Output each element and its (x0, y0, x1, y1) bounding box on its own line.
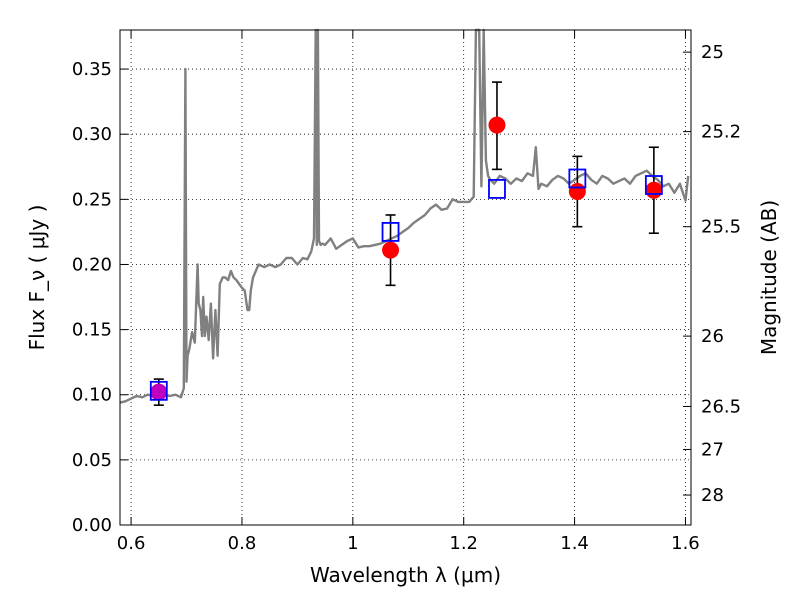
y-tick-label: 0.05 (72, 450, 112, 471)
photometry-point (382, 241, 400, 259)
photometry-point (645, 181, 663, 199)
x-tick-label: 1.4 (560, 533, 589, 554)
x-axis-label: Wavelength λ (μm) (310, 563, 501, 587)
y2-tick-label: 27 (701, 439, 724, 460)
right-axis-ticks: 25 25.2 25.5 26 26.5 27 28 (683, 42, 741, 506)
y-tick-label: 0.25 (72, 189, 112, 210)
model-square (488, 179, 506, 199)
y-tick-label: 0.30 (72, 124, 112, 145)
right-axis-label: Magnitude (AB) (757, 200, 781, 355)
y2-tick-label: 26.5 (701, 396, 741, 417)
photometry-point (150, 383, 168, 401)
photometry-point (488, 116, 506, 134)
y-axis-ticks: 0.00 0.05 0.10 0.15 0.20 0.25 0.30 0.35 (72, 59, 128, 536)
photometry-points (150, 116, 663, 401)
y2-tick-label: 25.2 (701, 122, 741, 143)
model-squares (149, 168, 663, 401)
y-tick-label: 0.00 (72, 515, 112, 536)
model-square (644, 175, 663, 195)
x-tick-label: 0.8 (228, 533, 257, 554)
y-tick-label: 0.10 (72, 385, 112, 406)
x-tick-label: 1.6 (671, 533, 700, 554)
grid (120, 30, 691, 526)
error-bars (153, 81, 659, 406)
y-axis-label: Flux F_ν ( μJy ) (25, 205, 49, 351)
spectrum-line (119, 28, 690, 404)
y2-tick-label: 26 (701, 326, 724, 347)
y-tick-label: 0.20 (72, 254, 112, 275)
y2-tick-label: 28 (701, 485, 724, 506)
y-tick-label: 0.15 (72, 320, 112, 341)
photometry-point (568, 183, 586, 201)
x-tick-label: 1 (347, 533, 358, 554)
x-tick-label: 1.2 (449, 533, 478, 554)
spectrum-series (119, 28, 690, 404)
plot-frame (119, 29, 692, 526)
y2-tick-label: 25 (701, 42, 724, 63)
model-square (149, 380, 168, 401)
model-square (381, 222, 400, 242)
x-tick-label: 0.6 (117, 533, 146, 554)
model-square (568, 168, 587, 189)
y-tick-label: 0.35 (72, 59, 112, 80)
y2-tick-label: 25.5 (701, 217, 741, 238)
x-axis-ticks: 0.6 0.8 1 1.2 1.4 1.6 (117, 30, 700, 554)
